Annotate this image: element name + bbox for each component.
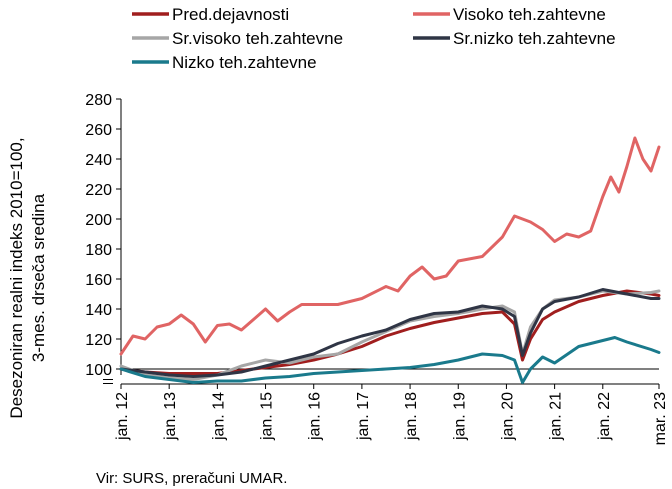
x-tick-label: jan. 19	[451, 392, 468, 441]
series-line-1	[119, 289, 661, 375]
y-tick-label: 140	[85, 302, 112, 319]
y-tick-label: 260	[85, 122, 112, 139]
x-tick-label: jan. 21	[548, 392, 565, 441]
legend-label: Sr.nizko teh.zahtevne	[453, 29, 616, 48]
axis-break-mark	[103, 379, 113, 384]
y-tick-label: 120	[85, 332, 112, 349]
x-tick-label: jan. 14	[210, 392, 227, 441]
legend-label: Visoko teh.zahtevne	[453, 5, 606, 24]
x-tick-label: jan. 13	[162, 392, 179, 441]
y-tick-label: 200	[85, 212, 112, 229]
y-tick-label: 240	[85, 152, 112, 169]
y-tick-label: 100	[85, 362, 112, 379]
legend-label: Nizko teh.zahtevne	[172, 53, 317, 72]
y-axis-label-line1: Desezoniran realni indeks 2010=100,	[7, 137, 26, 418]
tick-labels: 100 120 140 160 180 200 220 240 260 280 jan. 12 jan…	[85, 92, 669, 445]
legend-label: Pred.dejavnosti	[172, 5, 289, 24]
legend: Pred.dejavnosti Visoko teh.zahtevne Sr.vis…	[132, 5, 616, 72]
x-tick-label: jan. 20	[499, 392, 516, 441]
y-axis-label-line2: 3-mes. drseča sredina	[29, 193, 48, 362]
series-line-2	[119, 136, 661, 356]
axes	[103, 99, 659, 385]
y-tick-label: 180	[85, 242, 112, 259]
x-tick-label: mar. 23	[652, 392, 669, 445]
series-line-4	[119, 288, 661, 378]
series-line-5	[119, 336, 661, 384]
series-lines	[119, 136, 661, 384]
y-tick-label: 220	[85, 182, 112, 199]
x-tick-label: jan. 18	[403, 392, 420, 441]
y-tick-label: 280	[85, 92, 112, 109]
x-tick-label: jan. 15	[259, 392, 276, 441]
x-tick-label: jan. 16	[307, 392, 324, 441]
x-tick-label: jan. 17	[355, 392, 372, 441]
legend-label: Sr.visoko teh.zahtevne	[172, 29, 343, 48]
x-tick-label: jan. 12	[114, 392, 131, 441]
source-note: Vir: SURS, preračuni UMAR.	[96, 470, 287, 487]
x-tick-label: jan. 22	[596, 392, 613, 441]
y-tick-label: 160	[85, 272, 112, 289]
